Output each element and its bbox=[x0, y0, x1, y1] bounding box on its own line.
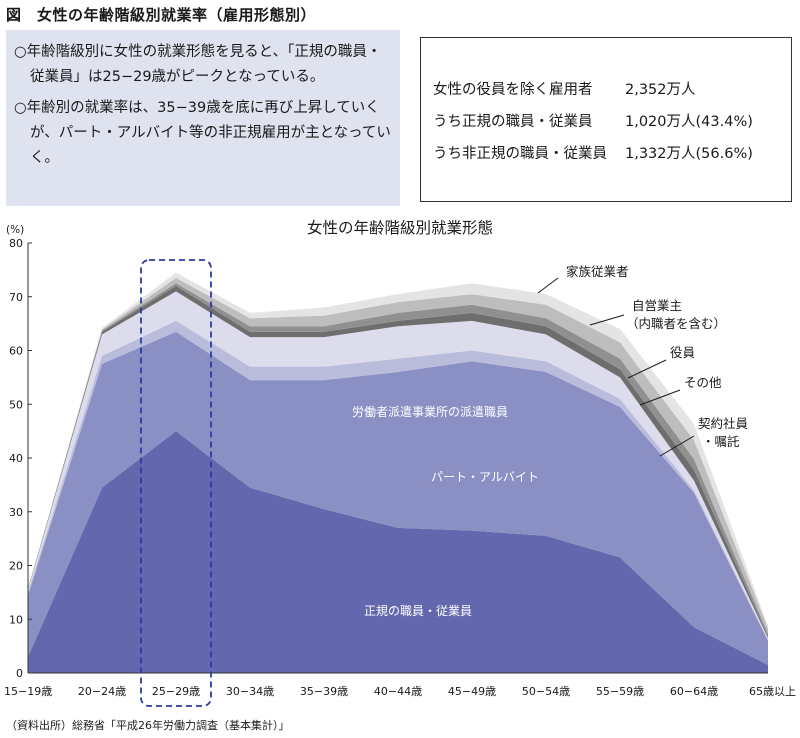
x-tick-label: 65歳以上 bbox=[749, 685, 796, 698]
label-dispatch: 労働者派遣事業所の派遣職員 bbox=[352, 404, 508, 419]
leader-line bbox=[639, 389, 681, 406]
stat-value: 1,020万人(43.4%) bbox=[625, 114, 753, 130]
label-contract: 契約社員 bbox=[698, 416, 749, 431]
leader-line bbox=[627, 359, 667, 379]
stat-value: 1,332万人(56.6%) bbox=[625, 146, 753, 162]
x-tick-label: 45−49歳 bbox=[448, 685, 496, 698]
figure-title: 図 女性の年齢階級別就業率（雇用形態別） bbox=[6, 6, 317, 24]
stat-label: うち正規の職員・従業員 bbox=[433, 114, 593, 130]
y-tick-label: 50 bbox=[9, 398, 23, 411]
x-tick-label: 35−39歳 bbox=[300, 685, 348, 698]
stat-label: 女性の役員を除く雇用者 bbox=[433, 82, 593, 98]
stat-label: うち非正規の職員・従業員 bbox=[433, 146, 607, 162]
y-tick-label: 20 bbox=[9, 560, 23, 573]
x-tick-label: 50−54歳 bbox=[522, 685, 570, 698]
y-axis-unit: (%) bbox=[6, 224, 25, 236]
label-other: その他 bbox=[684, 375, 722, 390]
chart-annotations: 労働者派遣事業所の派遣職員 パート・アルバイト 正規の職員・従業員 家族従業者 … bbox=[352, 264, 749, 618]
stat-value: 2,352万人 bbox=[625, 82, 696, 98]
area-series-1 bbox=[28, 431, 768, 673]
stat-row-nonregular: うち非正規の職員・従業員 1,332万人(56.6%) bbox=[433, 138, 779, 170]
area-layers bbox=[28, 272, 768, 673]
label-officer: 役員 bbox=[670, 345, 696, 360]
leader-line bbox=[659, 435, 695, 457]
label-self-employed: 自営業主 bbox=[632, 298, 682, 313]
leader-line bbox=[589, 314, 625, 326]
note-2: ○年齢別の就業率は、35−39歳を底に再び上昇していくが、パート・アルバイト等の… bbox=[14, 100, 391, 166]
label-regular: 正規の職員・従業員 bbox=[364, 603, 472, 618]
y-tick-label: 80 bbox=[9, 237, 23, 250]
stat-row-regular: うち正規の職員・従業員 1,020万人(43.4%) bbox=[433, 106, 779, 138]
stats-box: 女性の役員を除く雇用者 2,352万人 うち正規の職員・従業員 1,020万人(… bbox=[420, 37, 792, 202]
peak-highlight-box bbox=[140, 259, 212, 707]
area-series-2 bbox=[28, 331, 768, 665]
stat-row-employees: 女性の役員を除く雇用者 2,352万人 bbox=[433, 74, 779, 106]
label-part-time: パート・アルバイト bbox=[431, 470, 539, 484]
x-tick-label: 20−24歳 bbox=[78, 685, 126, 698]
area-series-4 bbox=[28, 291, 768, 640]
y-tick-label: 10 bbox=[9, 613, 23, 626]
x-tick-label: 25−29歳 bbox=[152, 685, 200, 698]
tick-labels: 0 10 20 30 40 50 60 70 80 15−19歳 20−24歳 25−29歳 30−34… bbox=[4, 237, 796, 698]
leader-line bbox=[537, 277, 559, 294]
y-tick-label: 40 bbox=[9, 452, 23, 465]
y-tick-label: 60 bbox=[9, 345, 23, 358]
x-tick-label: 55−59歳 bbox=[596, 685, 644, 698]
x-tick-label: 60−64歳 bbox=[670, 685, 718, 698]
source-note: （資料出所）総務省「平成26年労働力調査（基本集計）」 bbox=[6, 719, 290, 732]
notes-panel: ○年齢階級別に女性の就業形態を見ると、「正規の職員・従業員」は25−29歳がピー… bbox=[6, 30, 400, 206]
x-tick-label: 40−44歳 bbox=[374, 685, 422, 698]
y-tick-label: 70 bbox=[9, 291, 23, 304]
leader-lines bbox=[537, 277, 695, 457]
x-tick-label: 15−19歳 bbox=[4, 685, 52, 698]
label-self-employed-note: （内職者を含む） bbox=[626, 316, 726, 331]
x-tick-label: 30−34歳 bbox=[226, 685, 274, 698]
y-tick-label: 0 bbox=[16, 667, 23, 680]
label-contract-note: ・嘱託 bbox=[702, 434, 740, 449]
y-tick-label: 30 bbox=[9, 506, 23, 519]
label-family-worker: 家族従業者 bbox=[566, 264, 629, 279]
note-1: ○年齢階級別に女性の就業形態を見ると、「正規の職員・従業員」は25−29歳がピー… bbox=[14, 44, 382, 85]
chart-title: 女性の年齢階級別就業形態 bbox=[306, 219, 493, 237]
